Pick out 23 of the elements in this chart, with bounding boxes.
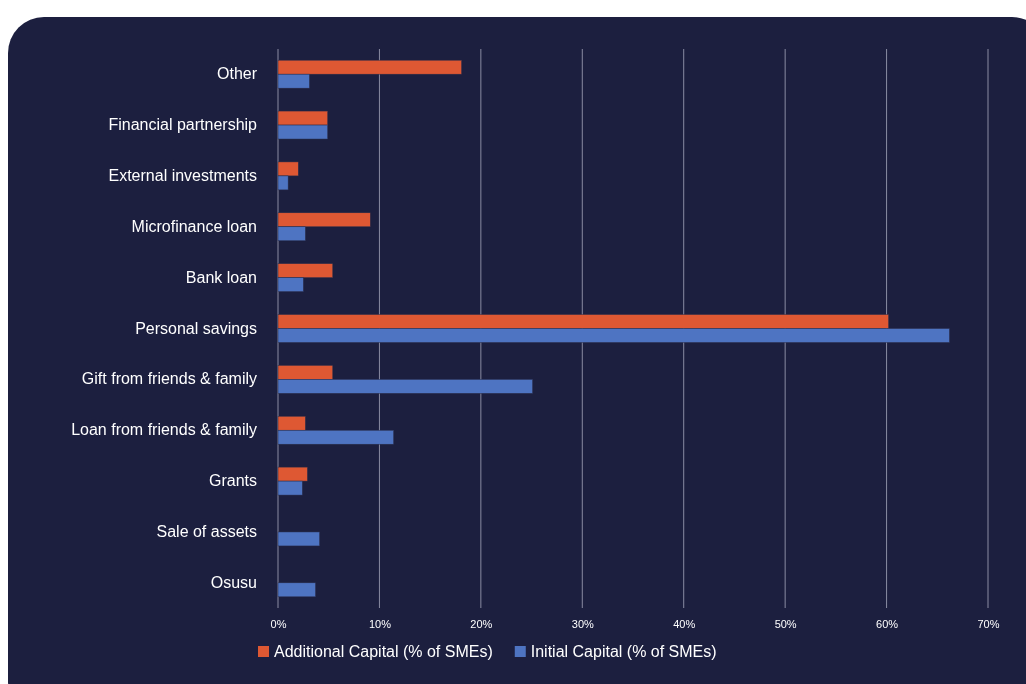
y-tick-label: Other xyxy=(216,65,258,83)
y-tick-label: Loan from friends & family xyxy=(71,421,257,439)
y-tick-label: Personal savings xyxy=(135,319,257,337)
x-tick-label: 0% xyxy=(270,617,287,630)
legend-label: Initial Capital (% of SMEs) xyxy=(530,643,717,660)
y-tick-label: Bank loan xyxy=(185,268,257,286)
x-tick-label: 30% xyxy=(571,617,595,630)
y-tick-label: Grants xyxy=(208,472,257,490)
y-tick-label: Sale of assets xyxy=(156,523,257,541)
x-tick-label: 50% xyxy=(774,617,797,630)
bar xyxy=(277,531,320,547)
y-tick-label: Financial partnership xyxy=(108,116,258,134)
y-tick-label: Gift from friends & family xyxy=(81,370,257,388)
y-tick-label: Microfinance loan xyxy=(131,217,257,235)
bar xyxy=(277,582,316,598)
x-tick-label: 10% xyxy=(368,617,392,630)
x-tick-label: 70% xyxy=(977,617,1000,630)
x-tick-label: 60% xyxy=(876,617,899,630)
x-tick-label: 20% xyxy=(470,617,493,630)
y-tick-label: External investments xyxy=(108,167,257,185)
legend-label: Additional Capital (% of SMEs) xyxy=(274,643,493,660)
y-tick-label: Osusu xyxy=(210,573,257,591)
x-tick-label: 40% xyxy=(673,617,696,630)
